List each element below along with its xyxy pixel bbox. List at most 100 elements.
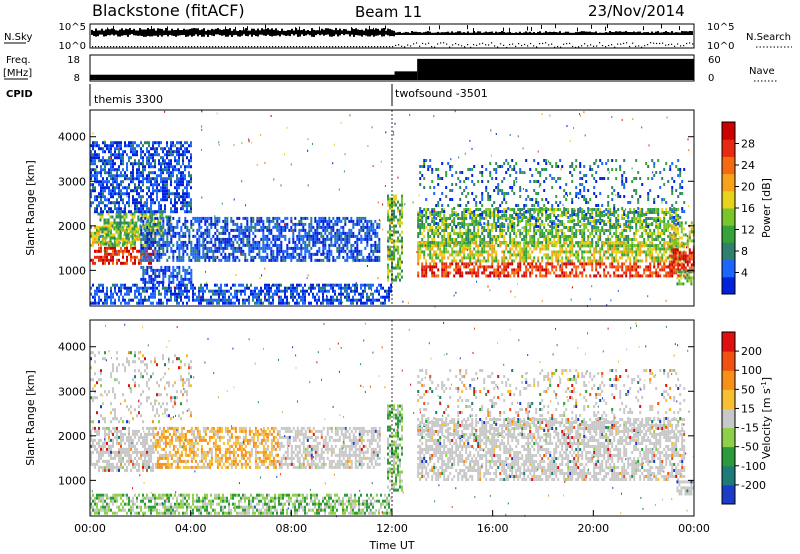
heatmap-cell — [370, 225, 373, 229]
heatmap-cell — [244, 292, 246, 296]
heatmap-cell — [92, 261, 94, 265]
heatmap-cell — [433, 223, 436, 226]
heatmap-cell — [300, 219, 303, 223]
heatmap-cell — [94, 198, 96, 202]
heatmap-cell — [443, 220, 446, 223]
heatmap-cell — [284, 292, 286, 296]
heatmap-cell — [264, 246, 267, 250]
heatmap-cell — [140, 246, 143, 250]
heatmap-cell — [523, 211, 526, 214]
heatmap-cell — [206, 255, 209, 259]
nsearch-point — [473, 43, 475, 46]
heatmap-cell — [393, 215, 395, 219]
heatmap-cell — [111, 221, 114, 225]
heatmap-cell — [96, 204, 98, 208]
heatmap-cell — [274, 243, 277, 247]
heatmap-cell — [198, 234, 201, 238]
heatmap-cell — [99, 230, 102, 234]
heatmap-cell — [144, 177, 146, 181]
heatmap-cell — [124, 150, 126, 154]
heatmap-cell — [603, 232, 606, 235]
heatmap-cell — [198, 243, 201, 247]
date-title: 23/Nov/2014 — [588, 2, 685, 20]
heatmap-cell — [244, 289, 246, 293]
heatmap-cell — [246, 216, 249, 220]
heatmap-cell — [358, 237, 361, 241]
heatmap-cell — [159, 212, 162, 216]
heatmap-cell — [268, 216, 271, 220]
heatmap-cell — [657, 223, 660, 226]
heatmap-cell — [491, 235, 494, 238]
heatmap-cell — [376, 225, 379, 229]
nsearch-point — [356, 46, 358, 48]
heatmap-cell — [98, 295, 100, 299]
nsky-bar — [315, 30, 317, 36]
heatmap-cell — [378, 237, 381, 241]
heatmap-cell — [643, 226, 646, 229]
heatmap-cell — [465, 244, 468, 247]
heatmap-cell — [328, 255, 331, 259]
heatmap-cell — [304, 231, 307, 235]
heatmap-cell — [138, 292, 140, 296]
heatmap-cell — [248, 295, 250, 299]
heatmap-cell — [164, 231, 167, 235]
heatmap-cell — [495, 235, 498, 238]
heatmap-cell — [168, 219, 171, 223]
nsky-bar — [139, 28, 141, 36]
heatmap-cell — [272, 292, 274, 296]
heatmap-cell — [144, 153, 146, 157]
heatmap-cell — [106, 292, 108, 296]
heatmap-cell — [382, 295, 384, 299]
heatmap-cell — [162, 189, 164, 193]
heatmap-cell — [603, 244, 606, 247]
nave-label: Nave — [749, 66, 775, 77]
heatmap-cell — [649, 208, 652, 211]
heatmap-cell — [503, 223, 506, 226]
heatmap-cell — [527, 229, 530, 232]
heatmap-cell — [246, 283, 248, 287]
heatmap-cell — [533, 232, 536, 235]
heatmap-cell — [150, 153, 152, 157]
heatmap-cell — [433, 208, 436, 211]
heatmap-cell — [194, 249, 197, 253]
heatmap-cell — [114, 168, 116, 172]
heatmap-cell — [196, 228, 199, 232]
nsearch-point — [428, 42, 430, 44]
heatmap-cell — [132, 261, 134, 265]
nsearch-point — [686, 42, 688, 45]
heatmap-cell — [170, 162, 172, 166]
heatmap-cell — [160, 162, 162, 166]
heatmap-cell — [114, 283, 116, 287]
heatmap-cell — [427, 235, 430, 238]
heatmap-cell — [449, 223, 452, 226]
heatmap-cell — [350, 216, 353, 220]
heatmap-cell — [316, 231, 319, 235]
heatmap-cell — [154, 201, 156, 205]
heatmap-cell — [362, 216, 365, 220]
nsky-bar — [651, 31, 653, 35]
heatmap-cell — [164, 159, 166, 163]
heatmap-cell — [126, 165, 128, 169]
heatmap-cell — [110, 298, 112, 302]
heatmap-cell — [332, 286, 334, 290]
heatmap-cell — [144, 277, 147, 281]
nsky-bar — [423, 32, 425, 35]
heatmap-cell — [178, 156, 180, 160]
heatmap-cell — [266, 228, 269, 232]
heatmap-cell — [178, 283, 180, 287]
heatmap-cell — [238, 283, 240, 287]
heatmap-cell — [190, 153, 192, 157]
heatmap-cell — [106, 198, 108, 202]
nave-point — [672, 74, 674, 76]
heatmap-cell — [395, 263, 397, 267]
heatmap-cell — [176, 231, 179, 235]
heatmap-cell — [236, 246, 239, 250]
heatmap-cell — [176, 183, 178, 187]
heatmap-cell — [186, 165, 188, 169]
heatmap-cell — [595, 226, 598, 229]
heatmap-cell — [493, 223, 496, 226]
heatmap-cell — [262, 255, 265, 259]
heatmap-cell — [118, 147, 120, 151]
nsky-bar — [623, 31, 625, 35]
heatmap-cell — [387, 200, 389, 204]
